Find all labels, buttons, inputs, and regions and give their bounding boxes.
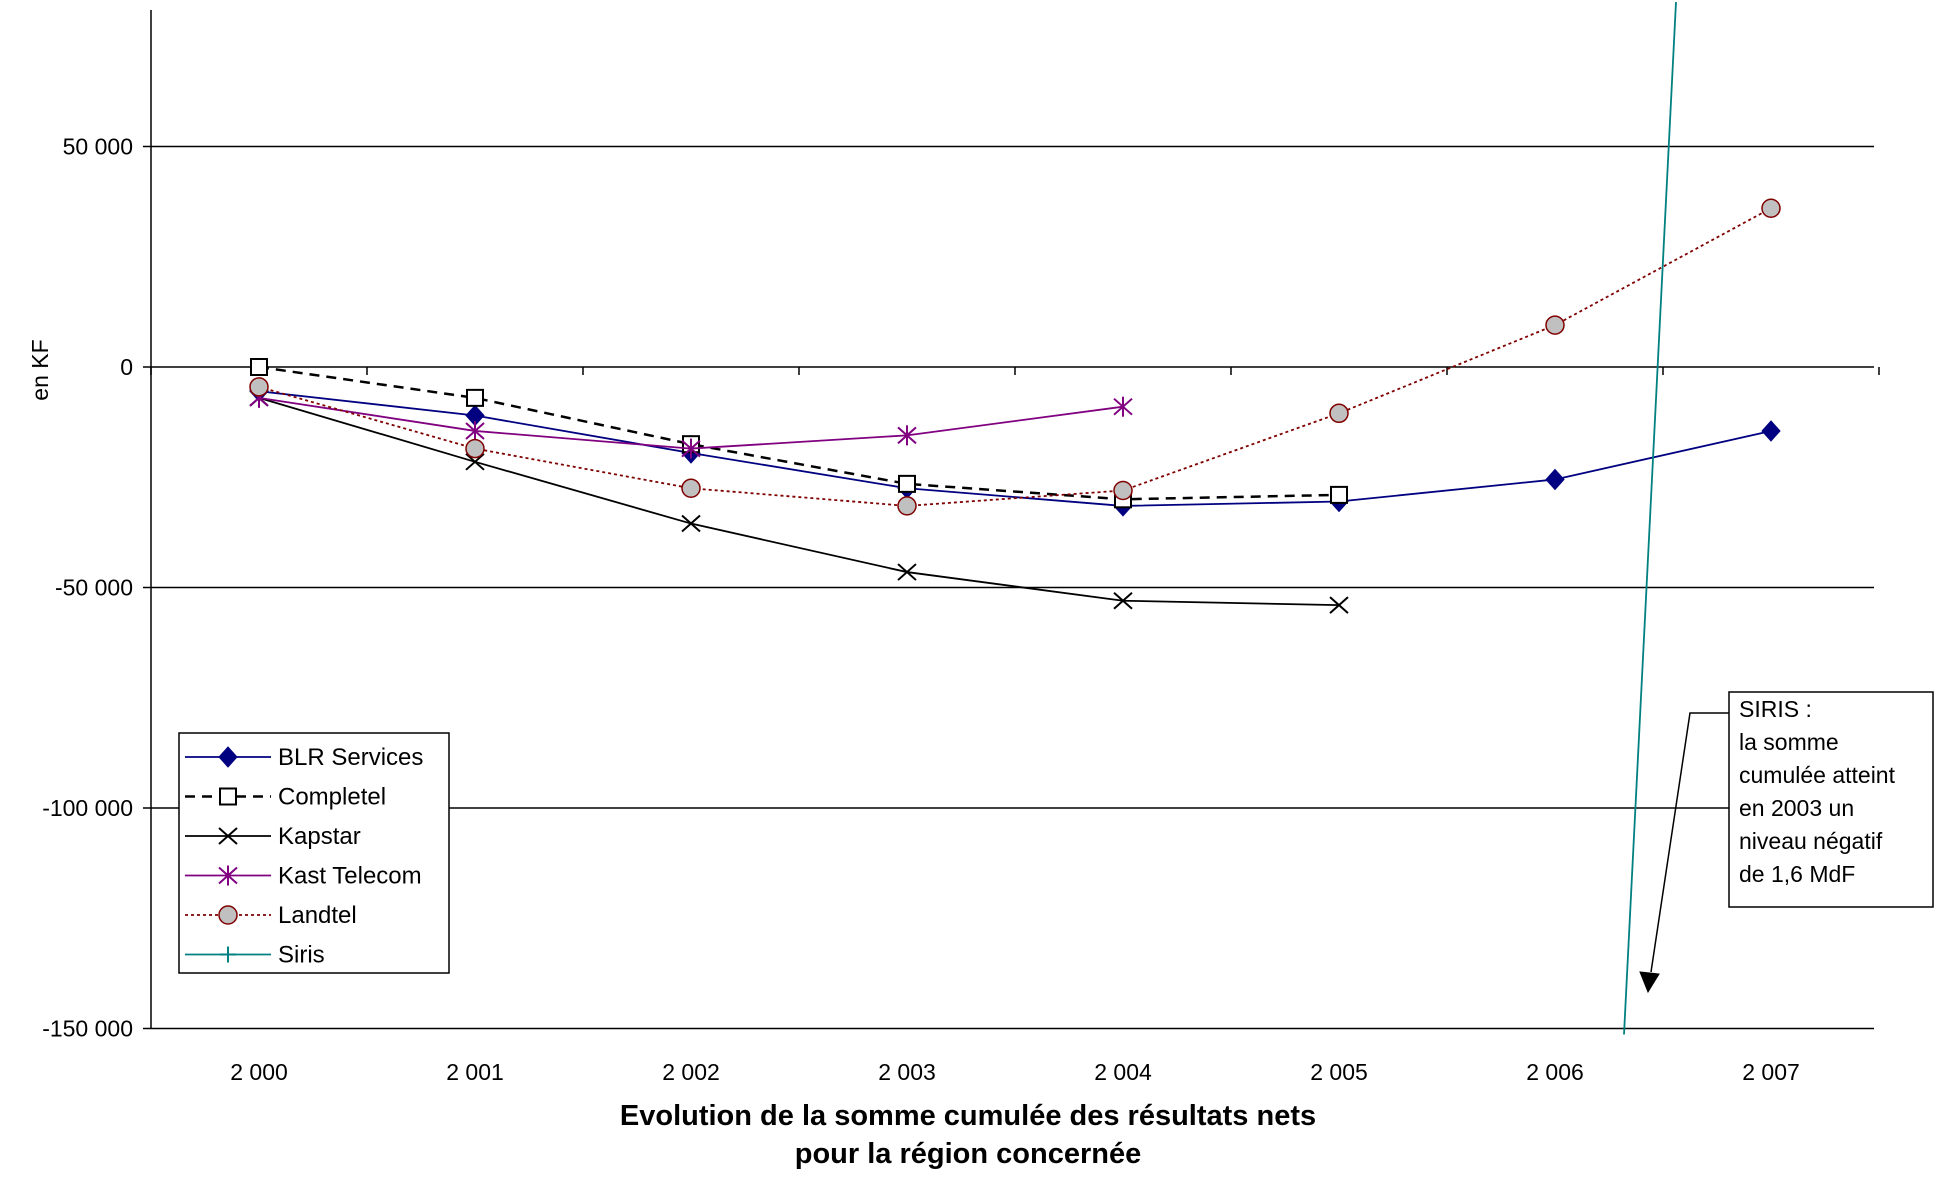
annotation-line: cumulée atteint bbox=[1739, 762, 1896, 788]
x-tick-label: 2 002 bbox=[662, 1059, 720, 1085]
y-tick-label: -50 000 bbox=[55, 575, 133, 601]
series-landtel bbox=[249, 198, 1781, 516]
annotation-box bbox=[1728, 691, 1934, 908]
x-tick-labels: 2 000 2 001 2 002 2 003 2 004 2 005 2 006 2 007 bbox=[230, 1059, 1800, 1085]
legend-item-completel: Completel bbox=[185, 784, 386, 811]
x-tick-label: 2 000 bbox=[230, 1059, 288, 1085]
data-point-kapstar bbox=[897, 563, 917, 581]
annotation-line: de 1,6 MdF bbox=[1739, 861, 1855, 887]
legend-item-blr-services: BLR Services bbox=[185, 744, 423, 771]
legend-swatch-marker bbox=[220, 946, 236, 963]
annotation-line: SIRIS : bbox=[1739, 696, 1812, 722]
series-group bbox=[249, 198, 1781, 614]
data-point-completel bbox=[466, 388, 484, 407]
annotation-arrow-line bbox=[1650, 712, 1729, 973]
data-point-kast-telecom bbox=[1113, 396, 1133, 417]
data-point-completel bbox=[898, 474, 916, 493]
y-tick-label: -150 000 bbox=[42, 1016, 133, 1042]
data-point-landtel bbox=[681, 478, 701, 499]
data-point-blr-services bbox=[1761, 420, 1781, 442]
data-point-completel bbox=[250, 358, 268, 376]
annotation-line: la somme bbox=[1739, 729, 1839, 755]
legend-box bbox=[178, 732, 450, 974]
x-tick-label: 2 006 bbox=[1526, 1059, 1584, 1085]
legend-label: Landtel bbox=[278, 902, 357, 929]
series-siris bbox=[1623, 1, 1677, 1035]
data-point-landtel bbox=[897, 496, 917, 516]
legend-label: Kapstar bbox=[278, 823, 361, 850]
y-axis-label: en KF bbox=[27, 339, 53, 400]
axes bbox=[150, 10, 1880, 1029]
data-point-landtel bbox=[1113, 480, 1133, 501]
series-line-kapstar bbox=[258, 397, 1340, 607]
data-point-blr-services bbox=[1545, 468, 1565, 491]
y-tick-label: 0 bbox=[120, 354, 133, 380]
annotation-line: niveau négatif bbox=[1739, 828, 1883, 854]
data-point-landtel bbox=[249, 377, 269, 397]
series-line-landtel bbox=[258, 207, 1772, 507]
data-point-landtel bbox=[1545, 315, 1565, 335]
series-completel bbox=[250, 358, 1348, 509]
series-line-completel bbox=[258, 365, 1340, 501]
x-tick-label: 2 001 bbox=[446, 1059, 504, 1085]
legend-swatch-marker bbox=[218, 827, 238, 845]
x-tick-label: 2 004 bbox=[1094, 1059, 1152, 1085]
data-point-kapstar bbox=[1113, 591, 1133, 610]
series-kapstar bbox=[249, 389, 1349, 614]
siris-annotation: SIRIS : la somme cumulée atteint en 2003 un… bbox=[1639, 691, 1934, 994]
legend-label: Kast Telecom bbox=[278, 863, 422, 890]
legend-item-siris: Siris bbox=[185, 942, 325, 969]
data-point-kast-telecom bbox=[897, 425, 917, 446]
data-point-kapstar bbox=[681, 514, 701, 533]
x-tick-label: 2 005 bbox=[1310, 1059, 1368, 1085]
series-kast-telecom bbox=[249, 387, 1133, 459]
legend: BLR Services Completel Kapstar Kast Telecom… bbox=[178, 732, 450, 974]
data-point-landtel bbox=[465, 438, 485, 459]
chart-subtitle: pour la région concernée bbox=[795, 1138, 1141, 1170]
data-point-kast-telecom bbox=[465, 420, 485, 441]
y-tick-label: 50 000 bbox=[63, 134, 133, 160]
y-tick-labels: 50 000 0 -50 000 -100 000 -150 000 bbox=[42, 134, 133, 1042]
data-point-landtel bbox=[1761, 198, 1781, 218]
series-line-siris bbox=[1623, 1, 1677, 1035]
data-point-kapstar bbox=[1329, 596, 1349, 614]
y-tick-label: -100 000 bbox=[42, 795, 133, 821]
legend-label: BLR Services bbox=[278, 744, 423, 771]
data-point-kapstar bbox=[465, 453, 485, 471]
legend-swatch-marker bbox=[219, 787, 237, 806]
legend-swatch-marker bbox=[218, 746, 238, 768]
annotation-arrow-head bbox=[1639, 971, 1660, 994]
annotation-line: en 2003 un bbox=[1739, 795, 1854, 821]
series-line-blr-services bbox=[258, 390, 1772, 507]
legend-swatch-marker bbox=[218, 905, 238, 925]
data-point-landtel bbox=[1329, 403, 1349, 424]
legend-item-kapstar: Kapstar bbox=[185, 823, 361, 850]
legend-label: Siris bbox=[278, 942, 325, 969]
x-tick-label: 2 003 bbox=[878, 1059, 936, 1085]
legend-swatch-marker bbox=[218, 865, 238, 886]
chart-title: Evolution de la somme cumulée des résult… bbox=[620, 1100, 1316, 1132]
legend-label: Completel bbox=[278, 784, 386, 811]
x-tick-label: 2 007 bbox=[1742, 1059, 1800, 1085]
legend-item-kast-telecom: Kast Telecom bbox=[185, 863, 422, 890]
legend-item-landtel: Landtel bbox=[185, 902, 357, 929]
data-point-completel bbox=[1330, 485, 1348, 504]
data-point-kast-telecom bbox=[681, 438, 701, 459]
